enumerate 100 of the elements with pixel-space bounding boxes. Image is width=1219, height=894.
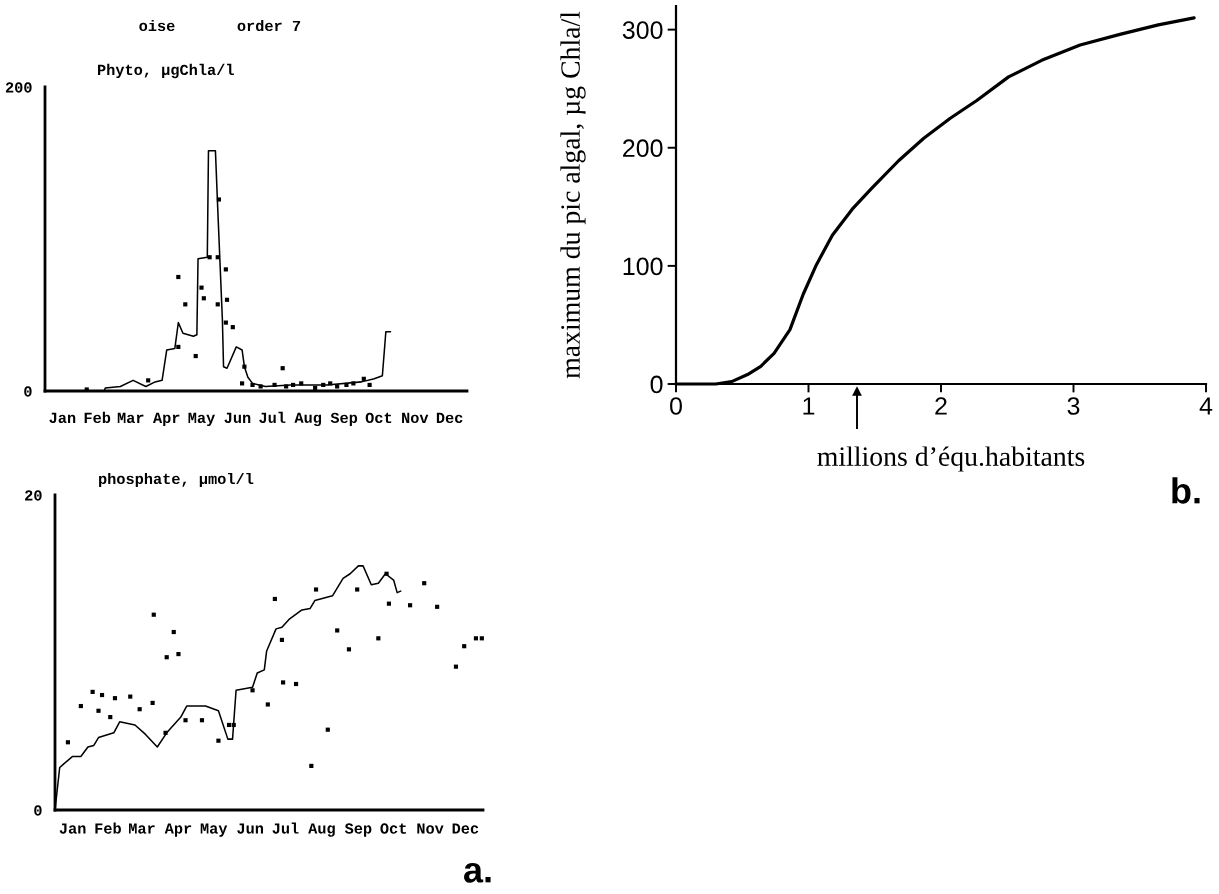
point: [164, 655, 169, 660]
point: [325, 727, 330, 732]
x-tick-label: Jun: [237, 823, 264, 834]
y-tick-label: 200: [5, 82, 32, 93]
point: [272, 382, 277, 387]
point: [250, 688, 255, 693]
point: [99, 692, 105, 698]
x-tick-label: 3: [1067, 397, 1080, 415]
point: [313, 587, 319, 592]
x-tick-label: Aug: [294, 412, 322, 427]
x-tick-label: Dec: [436, 412, 463, 424]
point: [176, 274, 181, 280]
y-tick-label: 300: [622, 21, 663, 39]
y-axis-title: Phyto, µgChla/l: [98, 63, 234, 79]
x-tick-label: 1: [803, 397, 815, 415]
y-tick-label: 200: [623, 139, 663, 158]
point: [376, 636, 381, 641]
x-tick-label: Jul: [272, 822, 299, 834]
x-tick-label: 4: [1199, 397, 1213, 415]
point: [137, 707, 142, 712]
point: [291, 382, 296, 387]
point: [146, 378, 151, 383]
point: [293, 681, 299, 687]
point: [272, 596, 277, 602]
point: [199, 718, 205, 723]
point: [242, 364, 247, 369]
x-tick-label: Jun: [224, 412, 251, 424]
y-axis-title: maximum du pic algal, µg Chla/l: [560, 11, 586, 379]
point: [216, 197, 221, 202]
x-tick-label: Nov: [402, 412, 429, 424]
x-tick-label: Sep: [330, 412, 358, 427]
point: [96, 708, 101, 713]
text: order 7: [237, 19, 301, 32]
point: [216, 738, 221, 743]
point: [299, 381, 304, 386]
x-tick-label: Oct: [365, 412, 392, 424]
point: [335, 628, 340, 633]
x-tick-label: Apr: [152, 412, 180, 427]
y-tick-label: 20: [25, 490, 42, 501]
point: [223, 267, 228, 272]
point: [176, 651, 181, 657]
x-tick-label: Feb: [95, 822, 121, 834]
point: [313, 385, 318, 391]
y-tick-label: 0: [24, 386, 32, 397]
point: [280, 366, 285, 371]
point: [321, 382, 326, 387]
point: [279, 637, 285, 642]
point: [231, 722, 236, 728]
point: [207, 255, 212, 260]
point: [435, 604, 440, 609]
point: [351, 381, 356, 386]
point: [408, 603, 413, 608]
point: [265, 702, 270, 707]
point: [344, 382, 349, 387]
point: [201, 296, 206, 301]
point: [309, 763, 314, 768]
point: [240, 381, 245, 386]
point: [215, 255, 220, 260]
point: [346, 647, 352, 652]
text: oise: [139, 19, 175, 32]
y-tick-label: 100: [623, 257, 663, 276]
point: [108, 714, 113, 720]
point: [176, 344, 181, 349]
point: [215, 302, 220, 307]
x-tick-label: 2: [935, 397, 947, 415]
point: [284, 384, 289, 389]
point: [90, 689, 95, 694]
point: [479, 636, 484, 641]
x-tick-label: May: [188, 412, 215, 427]
x-tick-label: Nov: [417, 823, 444, 834]
point: [355, 587, 360, 592]
x-tick-label: 0: [670, 397, 682, 415]
point: [65, 740, 71, 745]
point: [386, 601, 392, 606]
point: [150, 700, 155, 705]
point: [258, 384, 263, 389]
point: [230, 325, 235, 330]
point: [226, 722, 232, 728]
point: [367, 382, 372, 387]
point: [281, 680, 286, 685]
x-tick-label: Sep: [344, 823, 372, 837]
point: [224, 297, 230, 302]
point: [473, 636, 479, 641]
point: [335, 384, 340, 389]
point: [462, 644, 467, 649]
text: a.: [464, 862, 491, 883]
point: [151, 612, 156, 617]
x-tick-label: Mar: [129, 823, 155, 834]
point: [223, 320, 228, 325]
point: [328, 381, 333, 386]
point: [193, 353, 198, 359]
x-tick-label: Jan: [49, 412, 76, 424]
x-tick-label: Jan: [59, 823, 86, 834]
point: [163, 730, 168, 735]
point: [112, 696, 118, 701]
x-tick-label: Jul: [259, 411, 286, 424]
point: [250, 382, 255, 387]
x-tick-label: May: [200, 823, 228, 837]
x-tick-label: Oct: [380, 823, 406, 834]
point: [384, 571, 389, 576]
